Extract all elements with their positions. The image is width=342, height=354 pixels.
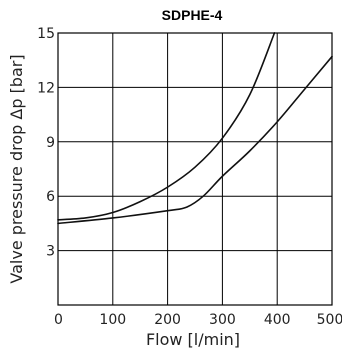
x-tick-label: 500 — [317, 312, 342, 328]
series-line-1 — [57, 32, 276, 221]
y-tick-label: 3 — [46, 244, 55, 260]
y-tick-label: 9 — [46, 135, 55, 151]
plot-frame — [57, 32, 333, 306]
x-tick-label: 200 — [154, 312, 181, 328]
y-tick-label: 12 — [37, 80, 55, 96]
x-tick-label: 100 — [99, 312, 126, 328]
tick-labels: 0 100 200 300 400 500 3 6 9 12 15 — [37, 26, 342, 328]
grid — [58, 33, 332, 305]
y-axis-label: Valve pressure drop Δp [bar] — [7, 54, 26, 283]
x-tick-label: 300 — [209, 312, 236, 328]
x-tick-label: 400 — [264, 312, 291, 328]
series-layer — [57, 32, 333, 225]
y-tick-label: 6 — [46, 189, 55, 205]
chart-title: SDPHE-4 — [162, 7, 223, 23]
x-tick-label: 0 — [54, 312, 63, 328]
y-tick-label: 15 — [37, 26, 55, 42]
x-axis-label: Flow [l/min] — [146, 330, 240, 349]
series-line-2 — [57, 55, 333, 225]
